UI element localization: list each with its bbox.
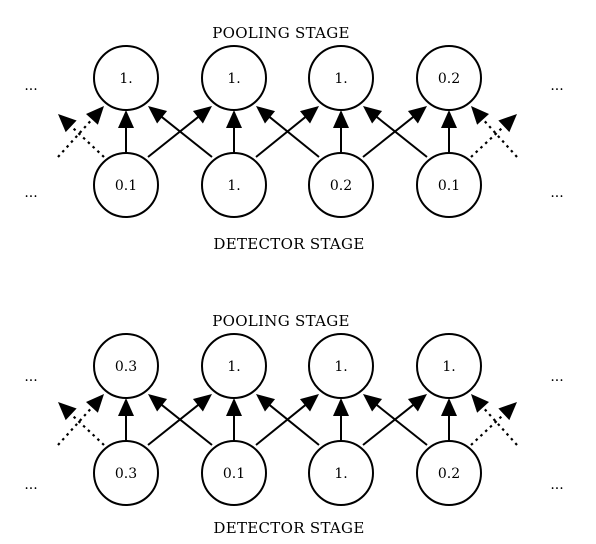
panel-2-edge-left-3 <box>256 394 320 446</box>
panel-2-edge-vertical-1 <box>118 398 134 441</box>
panel-2-pooling-value-4: 1. <box>442 359 455 375</box>
panel-1-edge-vertical-3 <box>333 110 349 153</box>
panel-2-pooling-value-1: 0.3 <box>115 359 137 375</box>
panel-1: POOLING STAGE DETECTOR STAGE ... ... ...… <box>24 24 563 253</box>
edges-layer <box>57 106 518 446</box>
panel-2-detector-node-1: 0.3 <box>93 440 159 506</box>
panel-2-detector-value-4: 0.2 <box>438 466 460 482</box>
panel-1-pooling-stage-label: POOLING STAGE <box>212 24 350 42</box>
panel-2-detector-left-ellipsis: ... <box>24 477 37 493</box>
panel-2-pooling-node-2: 1. <box>201 333 267 399</box>
panel-2-edge-vertical-3 <box>333 398 349 441</box>
panel-2-edge-right-3 <box>362 394 427 446</box>
panel-2: POOLING STAGE DETECTOR STAGE ... ... ...… <box>24 312 563 537</box>
panel-1-pooling-value-3: 1. <box>334 71 347 87</box>
panel-1-pooling-value-4: 0.2 <box>438 71 460 87</box>
panel-1-edge-left-2 <box>148 106 213 158</box>
panel-2-edge-vertical-2 <box>226 398 242 441</box>
panel-1-pooling-node-3: 1. <box>308 45 374 111</box>
panel-2-pooling-right-ellipsis: ... <box>550 369 563 385</box>
panel-2-edge-vertical-4 <box>441 398 457 441</box>
panel-1-edge-right-2 <box>255 106 319 158</box>
panel-2-edge-dotted-out-right <box>470 402 517 446</box>
panel-1-edge-vertical-2 <box>226 110 242 153</box>
panel-1-detector-value-1: 0.1 <box>115 178 137 194</box>
panel-2-edge-dotted-in-right <box>471 394 518 446</box>
panel-1-pooling-value-1: 1. <box>119 71 132 87</box>
panel-2-detector-stage-label: DETECTOR STAGE <box>213 519 364 537</box>
panel-1-pooling-node-1: 1. <box>93 45 159 111</box>
panel-2-detector-node-4: 0.2 <box>416 440 482 506</box>
panel-2-detector-right-ellipsis: ... <box>550 477 563 493</box>
panel-1-edge-vertical-4 <box>441 110 457 153</box>
panel-1-edge-left-3 <box>256 106 320 158</box>
panel-1-edge-vertical-1 <box>118 110 134 153</box>
panel-1-pooling-left-ellipsis: ... <box>24 78 37 94</box>
panel-1-detector-stage-label: DETECTOR STAGE <box>213 235 364 253</box>
panel-1-detector-value-2: 1. <box>227 178 240 194</box>
panel-1-pooling-node-4: 0.2 <box>416 45 482 111</box>
panel-1-edge-dotted-out-right <box>470 114 517 158</box>
panel-1-edge-dotted-in-right <box>471 106 518 158</box>
panel-1-edge-right-3 <box>362 106 427 158</box>
panel-1-pooling-right-ellipsis: ... <box>550 78 563 94</box>
panel-1-pooling-value-2: 1. <box>227 71 240 87</box>
panel-1-detector-node-2: 1. <box>201 152 267 218</box>
panel-2-pooling-value-2: 1. <box>227 359 240 375</box>
panel-1-edge-left-4 <box>363 106 428 158</box>
panel-1-pooling-node-2: 1. <box>201 45 267 111</box>
panel-2-detector-value-1: 0.3 <box>115 466 137 482</box>
panel-2-edge-dotted-out-left <box>58 402 105 446</box>
panel-1-detector-right-ellipsis: ... <box>550 185 563 201</box>
panel-1-edge-dotted-out-left <box>58 114 105 158</box>
panel-1-edge-right-1 <box>147 106 212 158</box>
panel-1-detector-node-1: 0.1 <box>93 152 159 218</box>
panel-2-pooling-stage-label: POOLING STAGE <box>212 312 350 330</box>
panel-2-pooling-node-4: 1. <box>416 333 482 399</box>
panel-2-detector-value-3: 1. <box>334 466 347 482</box>
nodes-layer: 1. 0.1 1. 1. 1. 0.2 0.2 0.1 0.3 0.3 1. 0.1 1. 1. 1. 0.2 <box>93 45 482 506</box>
panel-2-detector-node-3: 1. <box>308 440 374 506</box>
panel-2-edge-right-2 <box>255 394 319 446</box>
panel-1-detector-node-4: 0.1 <box>416 152 482 218</box>
panel-2-edge-right-1 <box>147 394 212 446</box>
panel-2-pooling-left-ellipsis: ... <box>24 369 37 385</box>
panel-1-detector-value-3: 0.2 <box>330 178 352 194</box>
panel-2-detector-value-2: 0.1 <box>223 466 245 482</box>
panel-2-pooling-value-3: 1. <box>334 359 347 375</box>
panel-1-detector-left-ellipsis: ... <box>24 185 37 201</box>
panel-1-detector-node-3: 0.2 <box>308 152 374 218</box>
panel-2-edge-dotted-in-left <box>57 394 104 446</box>
panel-1-detector-value-4: 0.1 <box>438 178 460 194</box>
panel-2-pooling-node-3: 1. <box>308 333 374 399</box>
panel-2-pooling-node-1: 0.3 <box>93 333 159 399</box>
panel-2-edge-left-4 <box>363 394 428 446</box>
panel-1-edge-dotted-in-left <box>57 106 104 158</box>
panel-2-edge-left-2 <box>148 394 213 446</box>
panel-2-detector-node-2: 0.1 <box>201 440 267 506</box>
